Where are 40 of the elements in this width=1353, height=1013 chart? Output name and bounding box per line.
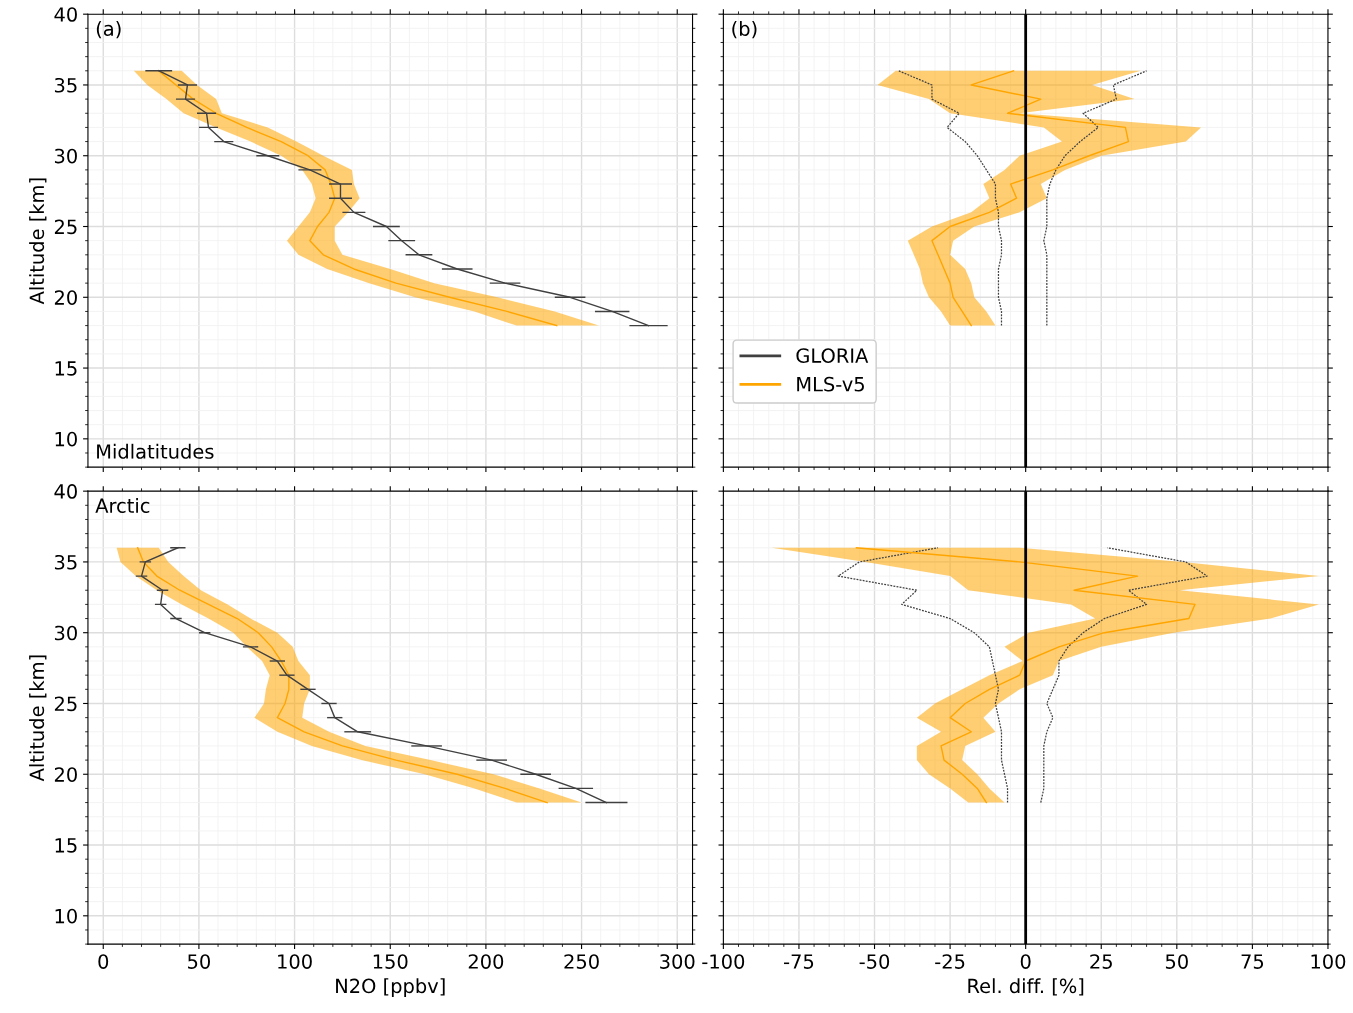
y-tick-label: 30: [54, 148, 77, 164]
y-tick-label: 20: [54, 767, 77, 782]
y-tick-label: 15: [55, 361, 77, 376]
x-tick-label: 50: [188, 954, 210, 969]
x-tick-label: 0: [1020, 954, 1031, 969]
x-tick-label: 100: [1311, 954, 1346, 969]
y-tick-label: 40: [54, 7, 77, 22]
y-tick-label: 25: [54, 219, 77, 235]
x-tick-label: -25: [935, 954, 965, 969]
x-tick-label: -100: [702, 954, 745, 969]
x-tick-label: 250: [564, 954, 599, 969]
x-tick-label: -75: [784, 954, 814, 969]
x-axis-title: N2O [ppbv]: [336, 978, 445, 998]
x-tick-label: 0: [98, 954, 109, 969]
y-tick-label: 35: [54, 554, 77, 570]
legend-label: MLS-v5: [797, 376, 864, 392]
y-tick-label: 15: [55, 838, 77, 853]
y-tick-label: 10: [55, 431, 77, 447]
y-tick-label: 25: [54, 696, 77, 712]
y-tick-label: 30: [54, 625, 77, 641]
x-tick-label: 150: [373, 954, 408, 969]
y-tick-label: 35: [54, 77, 77, 93]
y-axis-title: Altitude [km]: [29, 178, 47, 305]
annotation: Arctic: [95, 497, 150, 513]
legend-label: GLORIA: [796, 348, 869, 363]
annotation: (a): [96, 21, 121, 39]
x-tick-label: 75: [1241, 954, 1264, 969]
x-tick-label: 25: [1090, 954, 1112, 969]
y-tick-label: 10: [55, 908, 77, 924]
y-axis-title: Altitude [km]: [29, 655, 47, 782]
y-tick-label: 20: [54, 290, 77, 305]
x-tick-label: 50: [1165, 954, 1188, 969]
x-tick-label: 200: [468, 954, 504, 969]
x-tick-label: -50: [859, 954, 890, 969]
annotation: Midlatitudes: [97, 443, 214, 459]
x-tick-label: 100: [278, 954, 312, 969]
annotation: (b): [732, 20, 757, 39]
x-tick-label: 300: [660, 954, 695, 969]
x-axis-title: Rel. diff. [%]: [968, 978, 1084, 996]
y-tick-label: 40: [54, 484, 77, 499]
